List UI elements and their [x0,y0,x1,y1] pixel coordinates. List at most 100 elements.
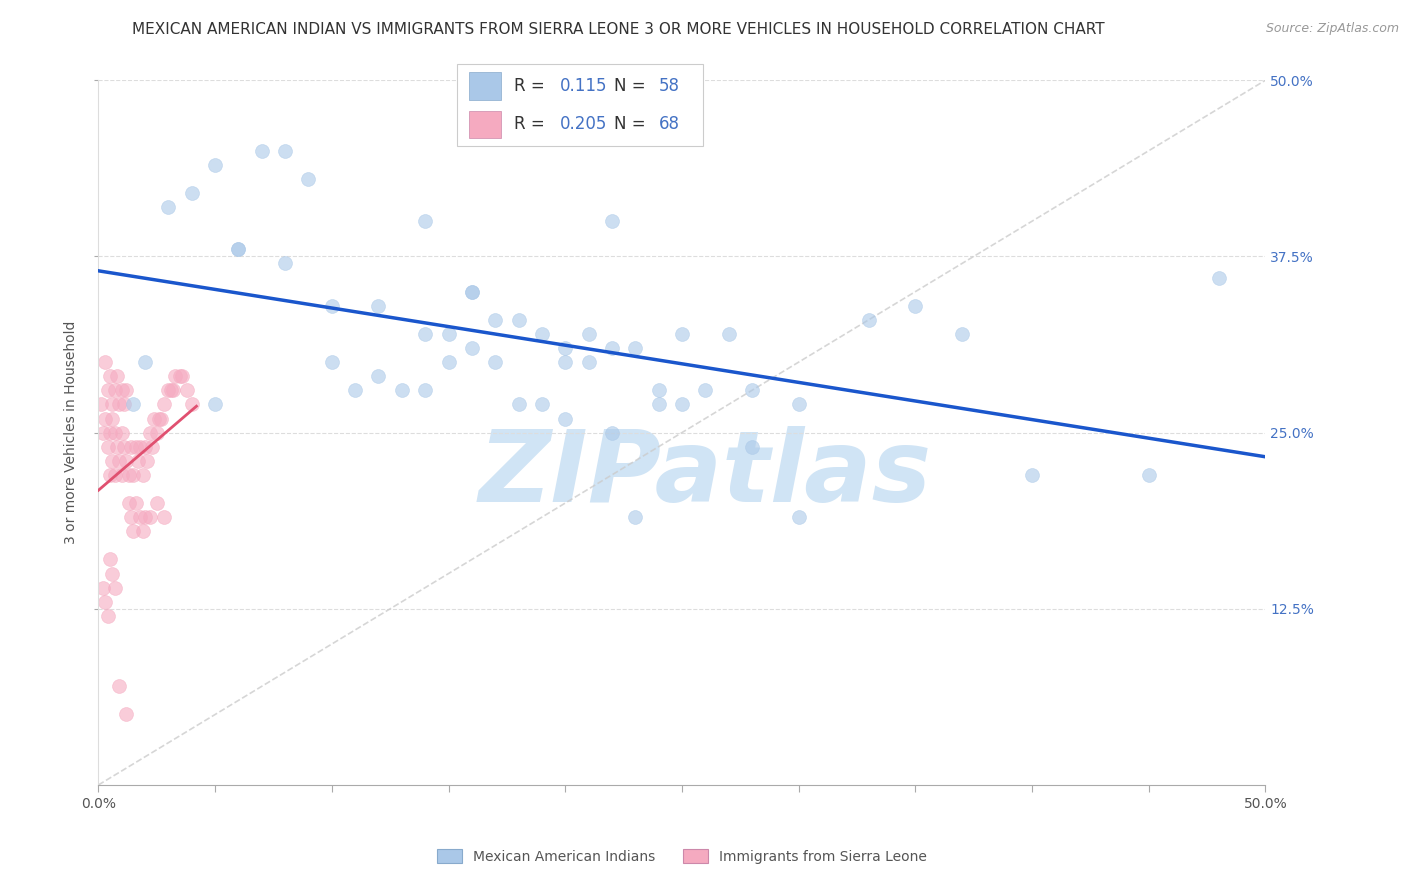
Point [108,397,131,411]
Point [1137,467,1160,482]
Point [101,411,124,425]
Point [104,581,127,595]
Point [127,454,149,468]
Point [367,299,389,313]
Point [157,200,180,214]
Point [136,454,159,468]
Point [391,384,413,398]
Point [120,440,142,454]
Point [180,397,202,411]
Text: 0.205: 0.205 [560,115,607,133]
Point [115,384,138,398]
Point [695,384,717,398]
Point [120,510,142,524]
Point [624,341,647,355]
Point [578,326,600,341]
Point [129,440,152,454]
Point [94,595,117,609]
Point [228,243,250,257]
Point [647,397,669,411]
Point [904,299,927,313]
Point [146,496,169,510]
Point [554,355,576,369]
Point [104,467,127,482]
Point [94,355,117,369]
Point [437,326,460,341]
Point [437,355,460,369]
Bar [470,72,501,100]
Point [169,369,191,384]
Point [101,397,124,411]
Point [143,411,166,425]
Point [91,581,114,595]
Point [787,397,810,411]
Point [105,440,128,454]
Point [671,397,693,411]
Point [1208,270,1230,285]
Point [112,440,135,454]
Point [461,341,484,355]
Point [274,256,297,270]
Point [139,510,162,524]
Point [115,454,138,468]
Point [90,397,112,411]
Point [717,326,740,341]
Point [97,440,120,454]
Point [554,341,576,355]
Point [787,510,810,524]
Point [108,679,131,693]
Point [132,467,155,482]
Point [165,369,187,384]
Point [152,397,174,411]
Point [111,467,134,482]
Point [125,440,148,454]
Point [508,313,530,327]
Point [228,243,250,257]
Point [413,214,436,228]
Point [344,384,367,398]
Point [321,299,343,313]
Point [1021,467,1043,482]
Point [578,355,600,369]
Point [108,454,131,468]
Point [624,510,647,524]
Y-axis label: 3 or more Vehicles in Household: 3 or more Vehicles in Household [65,321,79,544]
Text: Source: ZipAtlas.com: Source: ZipAtlas.com [1265,22,1399,36]
Point [134,510,156,524]
Legend: Mexican American Indians, Immigrants from Sierra Leone: Mexican American Indians, Immigrants fro… [432,844,932,870]
Text: 68: 68 [658,115,679,133]
Point [671,326,693,341]
Point [94,411,117,425]
Point [162,384,184,398]
Point [97,384,120,398]
Point [741,384,763,398]
Point [101,454,124,468]
Point [98,552,121,566]
Point [98,369,121,384]
Point [950,326,973,341]
Point [111,425,134,440]
Point [98,425,121,440]
Point [152,510,174,524]
Point [484,355,506,369]
Point [97,608,120,623]
Point [176,384,198,398]
Point [180,186,202,200]
Point [148,411,170,425]
Point [600,425,623,440]
Point [122,524,145,539]
Text: N =: N = [614,115,651,133]
Point [461,285,484,299]
Point [172,369,194,384]
Point [91,425,114,440]
Point [741,440,763,454]
Point [129,510,152,524]
Point [413,384,436,398]
Point [204,397,226,411]
Point [105,369,128,384]
Point [150,411,173,425]
Point [484,313,506,327]
Point [250,144,273,158]
Point [554,411,576,425]
Point [122,397,145,411]
